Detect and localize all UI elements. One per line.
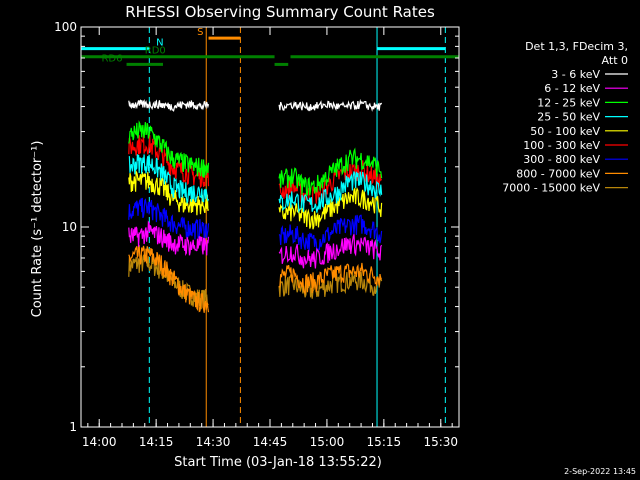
series-100-300-keV [128, 134, 383, 205]
y-tick-label-2: 100 [54, 20, 77, 34]
series-trace-0 [128, 134, 210, 188]
legend-label-5: 100 - 300 keV [523, 139, 600, 152]
mode-bar-label-2: S [197, 27, 203, 38]
series-trace-0 [128, 244, 210, 313]
series-25-50-keV [128, 154, 383, 214]
legend-label-0: 3 - 6 keV [551, 68, 600, 81]
y-tick-label-0: 1 [69, 420, 77, 434]
series-trace-0 [128, 197, 210, 240]
legend-label-7: 800 - 7000 keV [516, 167, 600, 180]
x-axis-label: Start Time (03-Jan-18 13:55:22) [174, 455, 382, 470]
legend-label-3: 25 - 50 keV [537, 111, 600, 124]
x-tick-label-6: 15:30 [423, 435, 458, 449]
legend-header-line-1: Det 1,3, FDecim 3, [525, 40, 628, 53]
legend-label-6: 300 - 800 keV [523, 153, 600, 166]
x-tick-label-5: 15:15 [367, 435, 402, 449]
series-trace-1 [278, 147, 383, 197]
legend-label-8: 7000 - 15000 keV [502, 182, 600, 195]
series-trace-0 [128, 169, 210, 216]
legend-label-2: 12 - 25 keV [537, 96, 600, 109]
legend-label-4: 50 - 100 keV [530, 125, 600, 138]
series-layer [128, 98, 383, 313]
plot-frame [80, 26, 460, 428]
series-trace-1 [278, 160, 383, 205]
series-trace-0 [128, 99, 210, 112]
x-tick-label-3: 14:45 [253, 435, 288, 449]
series-trace-1 [278, 270, 383, 299]
series-trace-0 [128, 120, 210, 178]
mode-bars: N S RD0 RD6 [81, 27, 459, 66]
series-300-800-keV [128, 197, 383, 253]
x-tick-label-0: 14:00 [82, 435, 117, 449]
series-trace-0 [128, 220, 210, 257]
mode-bar-label-3: RD0 [145, 46, 166, 57]
series-50-100-keV [128, 169, 383, 230]
series-3-6-keV [128, 98, 383, 112]
series-12-25-keV [128, 120, 383, 197]
x-tick-label-4: 15:00 [310, 435, 345, 449]
chart-title: RHESSI Observing Summary Count Rates [125, 3, 435, 21]
mode-bar-label-0: N [156, 38, 163, 49]
series-trace-1 [278, 171, 383, 214]
x-tick-label-1: 14:15 [139, 435, 174, 449]
footer-timestamp: 2-Sep-2022 13:45 [564, 467, 636, 476]
series-6-12-keV [128, 220, 383, 269]
y-tick-label-1: 10 [62, 220, 77, 234]
y-axis-label: Count Rate (s⁻¹ detector⁻¹) [30, 141, 45, 318]
series-trace-1 [278, 186, 383, 230]
series-800-7000-keV [128, 244, 383, 313]
series-trace-0 [128, 154, 210, 205]
series-trace-1 [278, 98, 383, 112]
series-trace-1 [278, 262, 383, 296]
legend-label-1: 6 - 12 keV [544, 82, 600, 95]
series-trace-1 [278, 234, 383, 269]
legend-header-line-2: Att 0 [602, 54, 628, 67]
mode-bar-label-6: RD6 [101, 53, 122, 64]
axis-ticks: 14:00 14:15 14:30 14:45 15:00 15:15 15:30 1 10 10… [54, 20, 459, 449]
x-tick-label-2: 14:30 [196, 435, 231, 449]
series-trace-1 [278, 214, 383, 253]
